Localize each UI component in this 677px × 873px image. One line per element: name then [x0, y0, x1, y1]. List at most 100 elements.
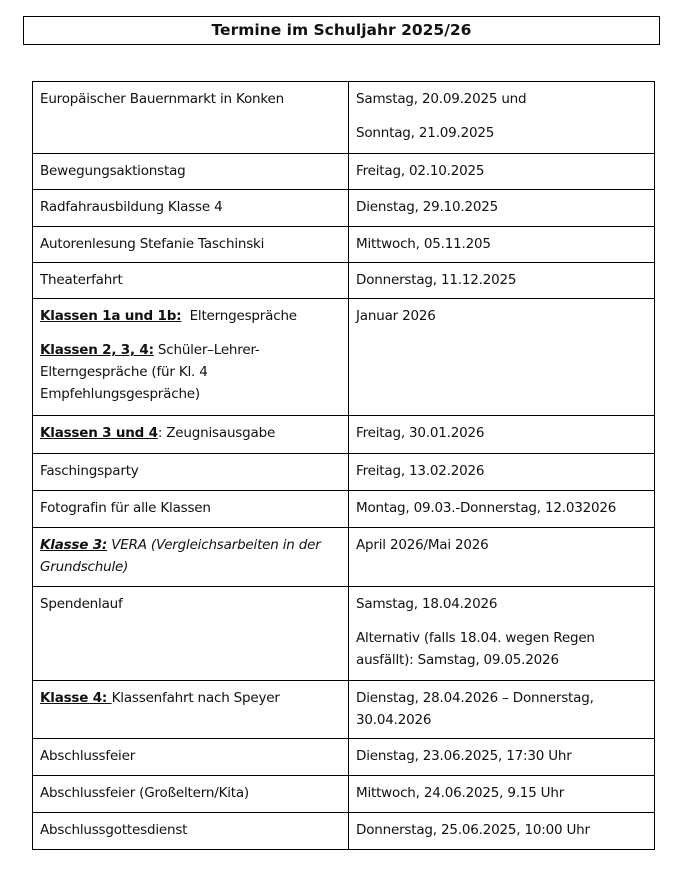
date-text: Dienstag, 28.04.2026 – Donnerstag, 30.04… — [356, 690, 598, 728]
date-cell: Mittwoch, 05.11.205 — [348, 226, 655, 263]
table-row: Klassen 3 und 4: Zeugnisausgabe Freitag, … — [32, 415, 655, 454]
event-cell: Bewegungsaktionstag — [32, 153, 349, 190]
page-title: Termine im Schuljahr 2025/26 — [23, 16, 660, 45]
date-text: Freitag, 13.02.2026 — [356, 463, 485, 479]
date-text: Januar 2026 — [356, 308, 436, 324]
date-text: Dienstag, 23.06.2025, 17:30 Uhr — [356, 748, 572, 764]
event-paragraph: Klassen 2, 3, 4: Schüler–Lehrer-Elternge… — [40, 339, 341, 405]
table-row: Faschingsparty Freitag, 13.02.2026 — [32, 453, 655, 491]
event-text: Klassenfahrt nach Speyer — [111, 690, 280, 706]
table-row: Klasse 4: Klassenfahrt nach Speyer Dienst… — [32, 680, 655, 739]
date-paragraph: Mittwoch, 05.11.205 — [356, 233, 647, 255]
event-text: Spendenlauf — [40, 596, 123, 612]
class-label: Klasse 4: — [40, 690, 112, 706]
date-text: Samstag, 18.04.2026 — [356, 596, 498, 612]
date-text: Dienstag, 29.10.2025 — [356, 199, 499, 215]
event-text: Theaterfahrt — [40, 272, 123, 288]
event-paragraph: Autorenlesung Stefanie Taschinski — [40, 233, 341, 255]
class-label: Klasse 3: — [40, 537, 108, 553]
date-paragraph: Freitag, 02.10.2025 — [356, 160, 647, 182]
event-text: Bewegungsaktionstag — [40, 163, 186, 179]
table-row: Klassen 1a und 1b: Elterngespräche Klasse… — [32, 298, 655, 416]
event-paragraph: Spendenlauf — [40, 593, 341, 615]
date-text: Donnerstag, 25.06.2025, 10:00 Uhr — [356, 822, 590, 838]
event-cell: Klassen 1a und 1b: Elterngespräche Klasse… — [32, 298, 349, 416]
date-paragraph: Freitag, 30.01.2026 — [356, 422, 647, 444]
date-text: Mittwoch, 05.11.205 — [356, 236, 491, 252]
event-cell: Europäischer Bauernmarkt in Konken — [32, 81, 349, 154]
event-paragraph: Abschlussfeier (Großeltern/Kita) — [40, 782, 341, 804]
event-cell: Theaterfahrt — [32, 262, 349, 299]
table-row: Klasse 3: VERA (Vergleichsarbeiten in de… — [32, 527, 655, 587]
date-paragraph: Donnerstag, 11.12.2025 — [356, 269, 647, 291]
event-text: Abschlussfeier — [40, 748, 136, 764]
event-paragraph: Theaterfahrt — [40, 269, 341, 291]
date-cell: Dienstag, 29.10.2025 — [348, 189, 655, 227]
class-label: Klassen 3 und 4 — [40, 425, 158, 441]
date-text: Freitag, 02.10.2025 — [356, 163, 485, 179]
event-text: Fotografin für alle Klassen — [40, 500, 211, 516]
event-cell: Radfahrausbildung Klasse 4 — [32, 189, 349, 227]
event-text: : Zeugnisausgabe — [157, 425, 276, 441]
event-text: Radfahrausbildung Klasse 4 — [40, 199, 223, 215]
date-paragraph: Dienstag, 28.04.2026 – Donnerstag, 30.04… — [356, 687, 647, 731]
date-paragraph: Montag, 09.03.-Donnerstag, 12.032026 — [356, 497, 647, 519]
date-cell: Mittwoch, 24.06.2025, 9.15 Uhr — [348, 775, 655, 813]
table-row: Autorenlesung Stefanie Taschinski Mittwoc… — [32, 226, 655, 263]
event-text: Schüler–Lehrer-Elterngespräche (für Kl. … — [40, 342, 260, 402]
class-label: VERA (Vergleichsarbeiten in der Grundsch… — [40, 537, 325, 575]
event-paragraph: Klassen 1a und 1b: Elterngespräche — [40, 305, 341, 327]
event-paragraph: Bewegungsaktionstag — [40, 160, 341, 182]
table-row: Spendenlauf Samstag, 18.04.2026 Alternativ… — [32, 586, 655, 681]
date-paragraph: Freitag, 13.02.2026 — [356, 460, 647, 482]
event-text: Elterngespräche — [181, 308, 298, 324]
event-cell: Abschlussfeier — [32, 738, 349, 776]
event-text: Autorenlesung Stefanie Taschinski — [40, 236, 265, 252]
date-paragraph: Samstag, 20.09.2025 und — [356, 88, 647, 110]
class-label: Klassen 2, 3, 4: — [40, 342, 154, 358]
event-paragraph: Europäischer Bauernmarkt in Konken — [40, 88, 341, 110]
event-cell: Autorenlesung Stefanie Taschinski — [32, 226, 349, 263]
date-cell: Samstag, 18.04.2026 Alternativ (falls 18.… — [348, 586, 655, 681]
event-paragraph: Abschlussgottesdienst — [40, 819, 341, 841]
date-text: Freitag, 30.01.2026 — [356, 425, 485, 441]
date-cell: Januar 2026 — [348, 298, 655, 416]
event-paragraph: Klassen 3 und 4: Zeugnisausgabe — [40, 422, 341, 444]
event-cell: Klasse 3: VERA (Vergleichsarbeiten in de… — [32, 527, 349, 587]
date-text: Alternativ (falls 18.04. wegen Regen aus… — [356, 630, 599, 668]
date-text: Samstag, 20.09.2025 und — [356, 91, 527, 107]
date-paragraph: Alternativ (falls 18.04. wegen Regen aus… — [356, 627, 647, 671]
date-text: Montag, 09.03.-Donnerstag, 12.032026 — [356, 500, 617, 516]
event-cell: Klassen 3 und 4: Zeugnisausgabe — [32, 415, 349, 454]
schedule-table: Europäischer Bauernmarkt in Konken Samsta… — [32, 81, 655, 850]
event-paragraph: Klasse 4: Klassenfahrt nach Speyer — [40, 687, 341, 709]
table-row: Fotografin für alle Klassen Montag, 09.03… — [32, 490, 655, 528]
date-cell: Samstag, 20.09.2025 und Sonntag, 21.09.20… — [348, 81, 655, 154]
date-paragraph: Januar 2026 — [356, 305, 647, 327]
event-paragraph: Fotografin für alle Klassen — [40, 497, 341, 519]
event-cell: Klasse 4: Klassenfahrt nach Speyer — [32, 680, 349, 739]
event-paragraph: Radfahrausbildung Klasse 4 — [40, 196, 341, 218]
date-cell: Montag, 09.03.-Donnerstag, 12.032026 — [348, 490, 655, 528]
event-paragraph: Klasse 3: VERA (Vergleichsarbeiten in de… — [40, 534, 341, 578]
date-paragraph: Donnerstag, 25.06.2025, 10:00 Uhr — [356, 819, 647, 841]
table-row: Radfahrausbildung Klasse 4 Dienstag, 29.1… — [32, 189, 655, 227]
date-cell: Donnerstag, 11.12.2025 — [348, 262, 655, 299]
event-text: Abschlussgottesdienst — [40, 822, 188, 838]
table-row: Bewegungsaktionstag Freitag, 02.10.2025 — [32, 153, 655, 190]
table-row: Abschlussgottesdienst Donnerstag, 25.06.2… — [32, 812, 655, 850]
date-paragraph: Dienstag, 29.10.2025 — [356, 196, 647, 218]
date-text: April 2026/Mai 2026 — [356, 537, 489, 553]
event-paragraph: Abschlussfeier — [40, 745, 341, 767]
table-row: Abschlussfeier (Großeltern/Kita) Mittwoch… — [32, 775, 655, 813]
event-cell: Spendenlauf — [32, 586, 349, 681]
date-text: Donnerstag, 11.12.2025 — [356, 272, 517, 288]
table-row: Abschlussfeier Dienstag, 23.06.2025, 17:3… — [32, 738, 655, 776]
date-paragraph: Sonntag, 21.09.2025 — [356, 122, 647, 144]
date-paragraph: Samstag, 18.04.2026 — [356, 593, 647, 615]
date-cell: Donnerstag, 25.06.2025, 10:00 Uhr — [348, 812, 655, 850]
event-text: Abschlussfeier (Großeltern/Kita) — [40, 785, 250, 801]
date-paragraph: Mittwoch, 24.06.2025, 9.15 Uhr — [356, 782, 647, 804]
event-paragraph: Faschingsparty — [40, 460, 341, 482]
date-cell: April 2026/Mai 2026 — [348, 527, 655, 587]
